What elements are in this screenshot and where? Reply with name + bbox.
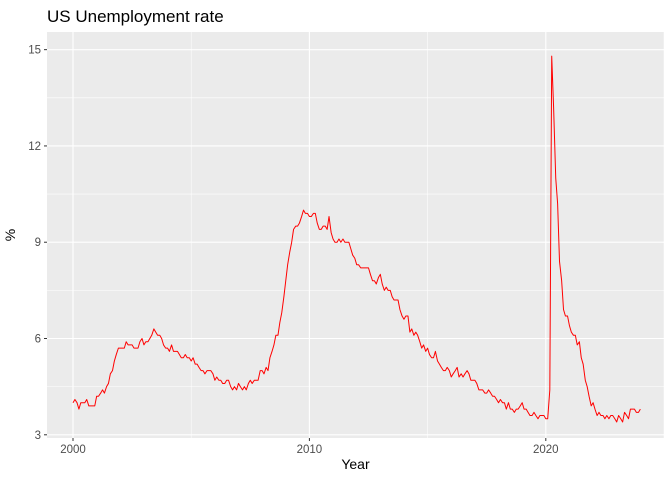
y-axis: 3 6 9 12 15 <box>28 45 47 442</box>
x-axis: 2000 2010 2020 <box>60 438 559 456</box>
chart-title: US Unemployment rate <box>47 7 224 26</box>
x-tick-label-2020: 2020 <box>533 444 559 456</box>
x-axis-title: Year <box>341 456 370 472</box>
plot-area <box>47 32 665 438</box>
x-tick-label-2000: 2000 <box>60 444 86 456</box>
y-tick-label-6: 6 <box>35 334 41 346</box>
minor-gridlines <box>47 32 665 438</box>
y-axis-title: % <box>2 229 18 241</box>
y-tick-label-3: 3 <box>35 430 41 442</box>
major-gridlines <box>47 32 664 438</box>
y-tick-label-15: 15 <box>28 45 41 57</box>
y-tick-label-9: 9 <box>35 237 41 249</box>
series-line-0 <box>72 55 641 423</box>
x-tick-label-2010: 2010 <box>297 444 323 456</box>
y-tick-label-12: 12 <box>28 141 41 153</box>
plot-panel <box>47 32 664 438</box>
data-series-group <box>72 55 641 423</box>
